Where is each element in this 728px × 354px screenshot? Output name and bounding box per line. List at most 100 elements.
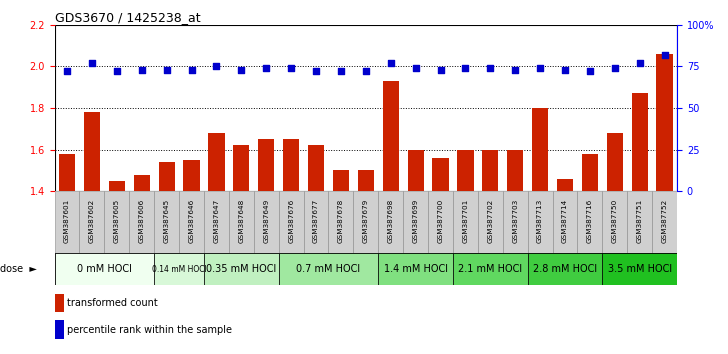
Text: GSM387713: GSM387713 [537, 199, 543, 243]
Bar [453, 191, 478, 253]
Bar [379, 253, 453, 285]
Bar [154, 253, 204, 285]
Bar [403, 191, 428, 253]
Bar [478, 191, 503, 253]
Text: 0 mM HOCl: 0 mM HOCl [77, 264, 132, 274]
Point [111, 69, 122, 74]
Text: 2.1 mM HOCl: 2.1 mM HOCl [458, 264, 523, 274]
Bar [204, 253, 279, 285]
Bar [632, 93, 648, 191]
Bar [130, 191, 154, 253]
Point [186, 67, 197, 73]
Bar [183, 160, 199, 191]
Bar [457, 150, 473, 191]
Text: GSM387647: GSM387647 [213, 199, 219, 243]
Bar [652, 191, 677, 253]
Text: 3.5 mM HOCl: 3.5 mM HOCl [608, 264, 672, 274]
Text: GSM387602: GSM387602 [89, 199, 95, 243]
Point [86, 60, 98, 66]
Text: dose  ►: dose ► [0, 264, 37, 274]
Bar [432, 158, 448, 191]
Bar [602, 253, 677, 285]
Bar [553, 191, 577, 253]
Text: GSM387752: GSM387752 [662, 199, 668, 243]
Point [435, 67, 446, 73]
Bar [308, 145, 324, 191]
Point [410, 65, 422, 71]
Point [534, 65, 546, 71]
Point [659, 52, 670, 58]
Bar [379, 191, 403, 253]
Bar [179, 191, 204, 253]
Point [584, 69, 596, 74]
Bar [233, 145, 250, 191]
Bar [108, 181, 125, 191]
Bar [408, 150, 424, 191]
Bar [304, 191, 328, 253]
Bar [204, 191, 229, 253]
Text: GSM387700: GSM387700 [438, 199, 443, 243]
Bar [134, 175, 150, 191]
Bar [628, 191, 652, 253]
Text: GSM387716: GSM387716 [587, 199, 593, 243]
Bar [428, 191, 453, 253]
Point [360, 69, 371, 74]
Bar [602, 191, 628, 253]
Point [510, 67, 521, 73]
Bar [532, 108, 548, 191]
Bar [383, 81, 399, 191]
Point [609, 65, 620, 71]
Text: 1.4 mM HOCl: 1.4 mM HOCl [384, 264, 448, 274]
Bar [159, 162, 175, 191]
Text: GSM387678: GSM387678 [338, 199, 344, 243]
Text: GSM387605: GSM387605 [114, 199, 120, 243]
Point [634, 60, 646, 66]
Bar [279, 191, 304, 253]
Text: GSM387679: GSM387679 [363, 199, 369, 243]
Bar [482, 150, 499, 191]
Point [61, 69, 73, 74]
Bar [606, 133, 623, 191]
Text: GSM387750: GSM387750 [612, 199, 618, 243]
Text: GSM387601: GSM387601 [64, 199, 70, 243]
Bar [104, 191, 130, 253]
Point [235, 67, 247, 73]
Bar [503, 191, 528, 253]
Point [261, 65, 272, 71]
Text: transformed count: transformed count [67, 298, 158, 308]
Point [335, 69, 347, 74]
Bar [453, 253, 528, 285]
Text: GSM387645: GSM387645 [164, 199, 170, 243]
Bar [279, 253, 379, 285]
Text: GSM387649: GSM387649 [264, 199, 269, 243]
Bar [55, 320, 64, 339]
Bar [55, 253, 154, 285]
Bar [229, 191, 254, 253]
Text: GDS3670 / 1425238_at: GDS3670 / 1425238_at [55, 11, 200, 24]
Bar [55, 191, 79, 253]
Text: GSM387606: GSM387606 [139, 199, 145, 243]
Bar [283, 139, 299, 191]
Text: GSM387703: GSM387703 [513, 199, 518, 243]
Bar [528, 191, 553, 253]
Bar [55, 294, 64, 312]
Bar [657, 54, 673, 191]
Text: GSM387646: GSM387646 [189, 199, 194, 243]
Point [161, 67, 173, 73]
Text: GSM387698: GSM387698 [388, 199, 394, 243]
Text: GSM387699: GSM387699 [413, 199, 419, 243]
Bar [84, 112, 100, 191]
Text: GSM387677: GSM387677 [313, 199, 319, 243]
Text: 0.7 mM HOCl: 0.7 mM HOCl [296, 264, 360, 274]
Bar [258, 139, 274, 191]
Bar [357, 170, 374, 191]
Point [459, 65, 471, 71]
Text: 0.35 mM HOCl: 0.35 mM HOCl [206, 264, 277, 274]
Text: percentile rank within the sample: percentile rank within the sample [67, 325, 232, 335]
Bar [55, 25, 677, 191]
Text: 2.8 mM HOCl: 2.8 mM HOCl [533, 264, 597, 274]
Bar [557, 179, 573, 191]
Text: GSM387702: GSM387702 [487, 199, 494, 243]
Point [136, 67, 148, 73]
Bar [333, 170, 349, 191]
